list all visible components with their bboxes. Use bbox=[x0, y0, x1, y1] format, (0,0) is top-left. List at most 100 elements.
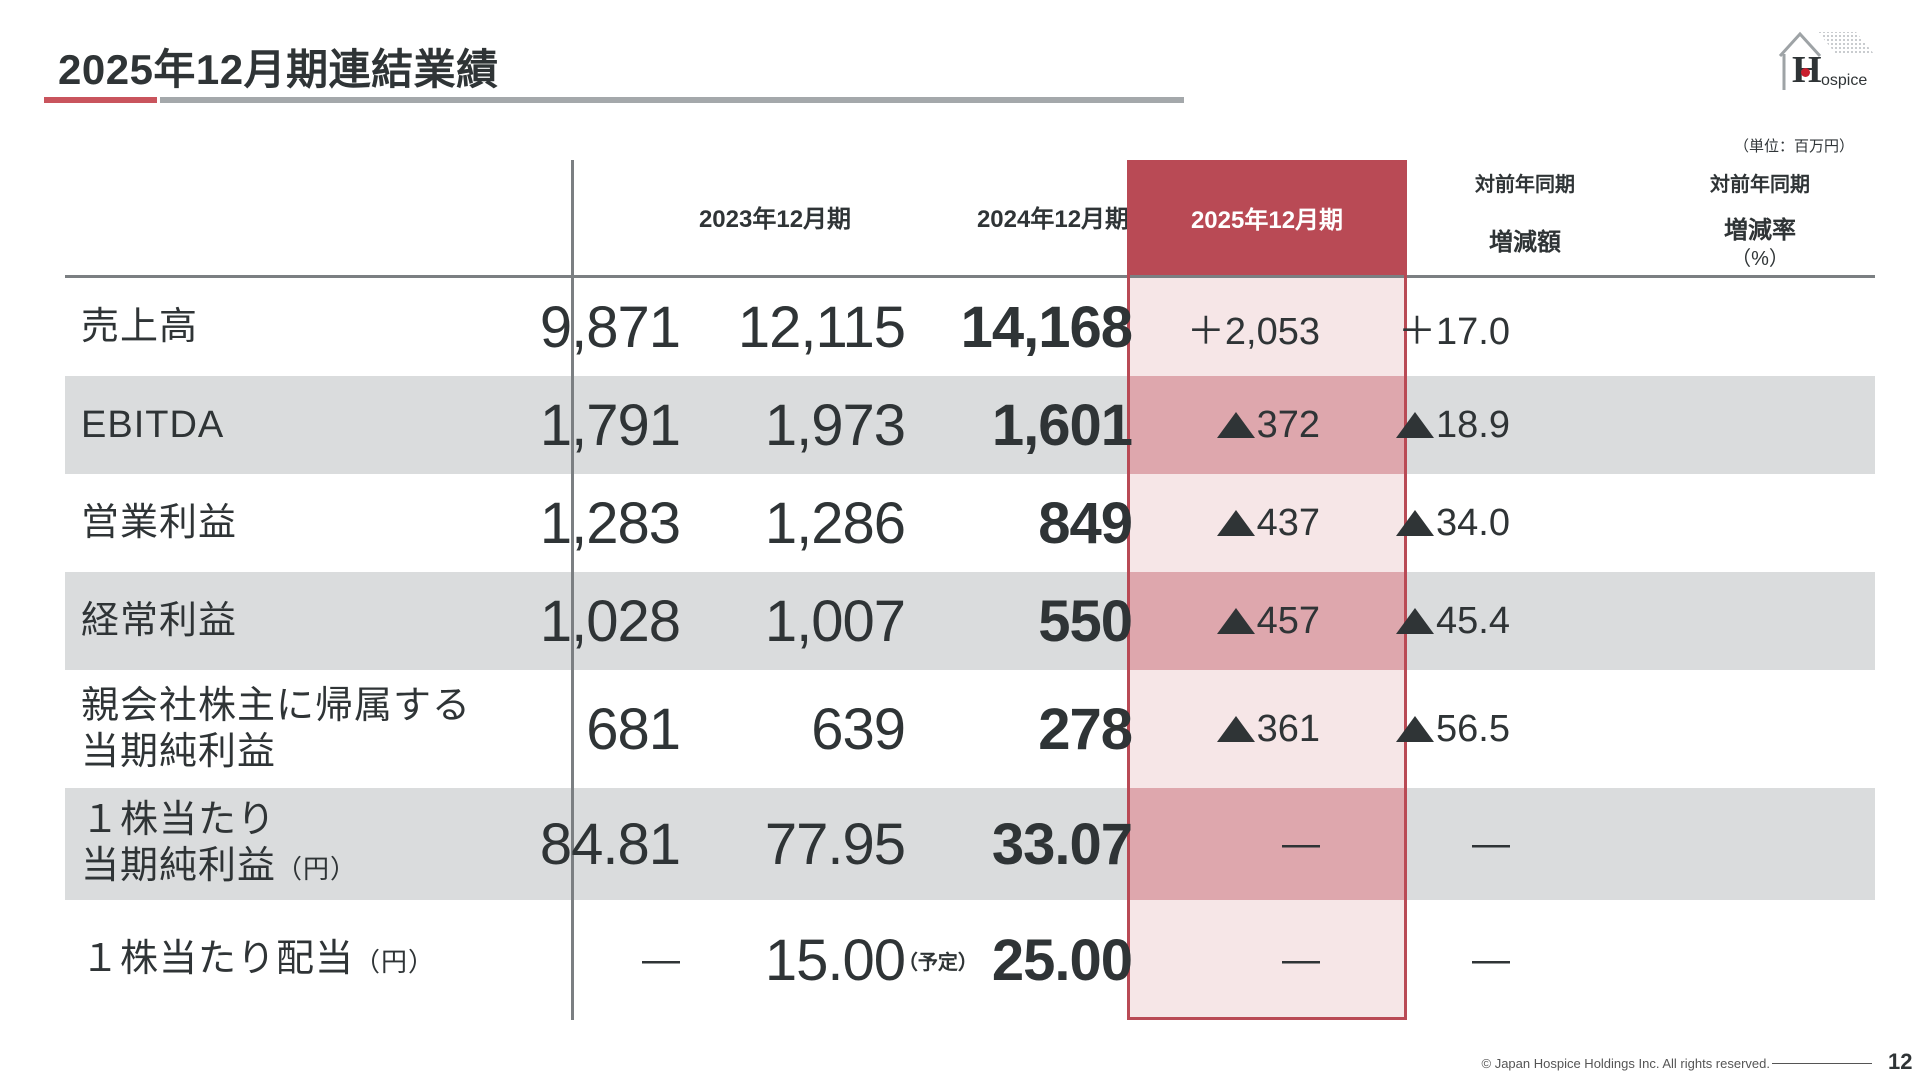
row-label: EBITDA bbox=[81, 376, 224, 474]
decrease-triangle-icon bbox=[1396, 510, 1435, 536]
column-header-change-rate-top: 対前年同期 bbox=[1710, 174, 1810, 196]
row-label-line1: 経常利益 bbox=[81, 600, 238, 642]
cell-2025: 278 bbox=[872, 670, 1133, 788]
cell-2023-value: 84.81 bbox=[539, 811, 681, 877]
highlight-cell-bg bbox=[1128, 572, 1406, 670]
cell-2024: 639 bbox=[605, 670, 906, 788]
cell-change-rate-value: 18.9 bbox=[1436, 403, 1510, 446]
company-logo: H ospice bbox=[1778, 30, 1878, 94]
cell-change-amount: — bbox=[1030, 788, 1320, 900]
cell-2024-value: 77.95 bbox=[764, 811, 906, 877]
row-label-line1: EBITDA bbox=[81, 404, 225, 446]
table-row-content: １株当たり配当（円） — 15.00 （予定） 25.00 — — bbox=[65, 900, 1875, 1020]
cell-2024: 1,286 bbox=[605, 474, 906, 572]
cell-change-amount-value: 437 bbox=[1256, 501, 1320, 544]
decrease-triangle-icon bbox=[1216, 510, 1255, 536]
cell-2023: 84.81 bbox=[280, 788, 681, 900]
column-header-2025-label: 2025年12月期 bbox=[1190, 207, 1344, 234]
cell-change-amount: 437 bbox=[1080, 474, 1320, 572]
cell-change-amount-value: 372 bbox=[1256, 403, 1320, 446]
cell-change-rate-value: ＋17.0 bbox=[1398, 310, 1510, 353]
column-header-change-rate-unit: （%） bbox=[1731, 248, 1789, 270]
decrease-triangle-icon bbox=[1216, 412, 1255, 438]
table-row bbox=[65, 376, 1875, 474]
cell-2023-value: 1,028 bbox=[539, 588, 681, 654]
highlight-cell-bg bbox=[1128, 900, 1406, 1020]
cell-change-rate: 34.0 bbox=[1270, 474, 1510, 572]
table-row bbox=[65, 788, 1875, 900]
cell-2025-value: 849 bbox=[1038, 490, 1133, 556]
cell-2025: 14,168 bbox=[872, 278, 1133, 376]
cell-change-rate: 18.9 bbox=[1270, 376, 1510, 474]
footer-rule bbox=[1772, 1063, 1872, 1064]
logo-red-dot bbox=[1801, 68, 1810, 77]
highlight-cell-bg bbox=[1128, 278, 1406, 376]
cell-2025: 849 bbox=[872, 474, 1133, 572]
cell-change-rate-value: 34.0 bbox=[1436, 501, 1510, 544]
highlight-cell-bg bbox=[1128, 474, 1406, 572]
unit-note: （単位：百万円） bbox=[1733, 138, 1854, 155]
row-label-line2-text: 当期純利益 bbox=[81, 844, 277, 887]
cell-change-amount: 372 bbox=[1080, 376, 1320, 474]
table-row bbox=[65, 278, 1875, 376]
column-header-2023: 2023年12月期 bbox=[698, 206, 852, 233]
row-label: 経常利益 bbox=[81, 572, 237, 670]
cell-2025-value: 550 bbox=[1038, 588, 1133, 654]
cell-change-amount-value: 361 bbox=[1256, 707, 1320, 750]
title-underline bbox=[160, 97, 1184, 103]
cell-2024: 1,007 bbox=[605, 572, 906, 670]
cell-change-rate-value: 56.5 bbox=[1436, 707, 1510, 750]
table-row bbox=[65, 572, 1875, 670]
house-roof-icon bbox=[1778, 31, 1874, 90]
row-label-unit: （円） bbox=[354, 946, 436, 977]
row-label-line1: 営業利益 bbox=[81, 502, 238, 544]
table-row-content: 営業利益 1,283 1,286 849 437 34.0 bbox=[65, 474, 1875, 572]
forecast-note: （予定） bbox=[897, 951, 978, 974]
page-number: 12 bbox=[1888, 1049, 1913, 1074]
cell-2024: 15.00 bbox=[605, 900, 906, 1020]
cell-change-rate: 45.4 bbox=[1270, 572, 1510, 670]
decrease-triangle-icon bbox=[1216, 608, 1255, 634]
row-label-line2: 当期純利益 bbox=[81, 729, 471, 775]
cell-change-amount-value: 457 bbox=[1256, 599, 1320, 642]
row-label: １株当たり 当期純利益（円） bbox=[81, 788, 357, 900]
cell-2025-value: 33.07 bbox=[991, 811, 1133, 877]
row-label: 売上高 bbox=[81, 278, 198, 376]
cell-2024: 12,115 bbox=[605, 278, 906, 376]
cell-change-amount: 361 bbox=[1080, 670, 1320, 788]
decrease-triangle-icon bbox=[1396, 412, 1435, 438]
cell-change-rate: — bbox=[1270, 788, 1510, 900]
decrease-triangle-icon bbox=[1396, 608, 1435, 634]
row-label-unit: （円） bbox=[276, 853, 358, 884]
row-label-line2-text: 当期純利益 bbox=[81, 731, 277, 773]
cell-2024: 1,973 bbox=[605, 376, 906, 474]
row-label-line1: 親会社株主に帰属する bbox=[81, 685, 472, 727]
column-header-change-amount: 増減額 bbox=[1489, 229, 1561, 256]
cell-2023-value: 681 bbox=[586, 696, 681, 762]
cell-change-rate: 56.5 bbox=[1270, 670, 1510, 788]
page-title: 2025年12月期連結業績 bbox=[58, 46, 499, 93]
copyright: © Japan Hospice Holdings Inc. All rights… bbox=[1481, 1056, 1771, 1071]
table-vertical-divider bbox=[571, 160, 574, 1020]
cell-2023: 1,791 bbox=[280, 376, 681, 474]
cell-2023: — bbox=[280, 900, 680, 1020]
cell-change-amount: ＋2,053 bbox=[1080, 278, 1320, 376]
column-header-change-rate: 増減率 bbox=[1724, 217, 1796, 244]
row-label-line1: １株当たり bbox=[81, 798, 277, 841]
cell-2023-value: 1,791 bbox=[539, 392, 681, 458]
cell-change-amount: 457 bbox=[1080, 572, 1320, 670]
row-label: 営業利益 bbox=[81, 474, 237, 572]
cell-change-amount-value: — bbox=[1282, 938, 1320, 981]
table-row bbox=[65, 900, 1875, 1020]
table-row-content: 経常利益 1,028 1,007 550 457 45.4 bbox=[65, 572, 1875, 670]
cell-2025-value: 1,601 bbox=[991, 392, 1133, 458]
cell-2024-value: 1,007 bbox=[764, 588, 906, 654]
cell-2024-value: 639 bbox=[811, 696, 906, 762]
row-label-line1: 売上高 bbox=[81, 306, 199, 348]
table-row-content: EBITDA 1,791 1,973 1,601 372 18.9 bbox=[65, 376, 1875, 474]
highlight-cell-bg bbox=[1128, 788, 1406, 900]
cell-2025-value: 25.00 bbox=[991, 927, 1133, 993]
row-label: 親会社株主に帰属する 当期純利益 bbox=[81, 670, 471, 788]
highlight-cell-bg bbox=[1128, 670, 1406, 788]
row-label: １株当たり配当（円） bbox=[81, 900, 435, 1020]
